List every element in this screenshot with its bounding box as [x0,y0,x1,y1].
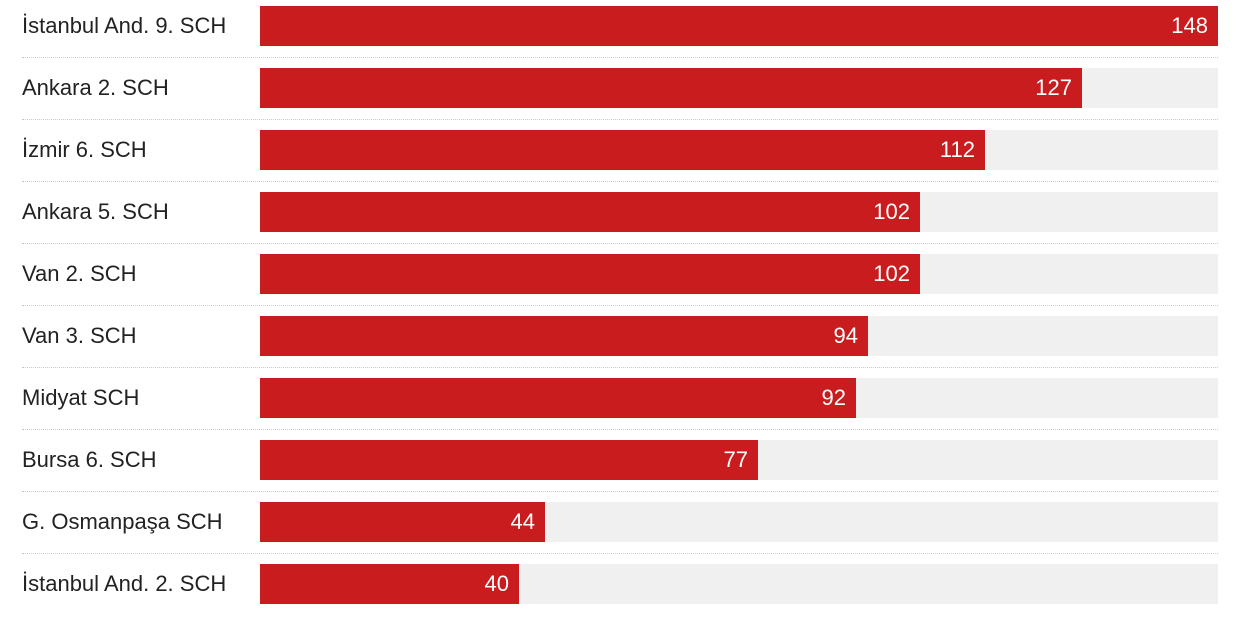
bar-value-label: 102 [873,261,910,286]
bar-track: 112 [260,130,1218,170]
bar-value-label: 148 [1171,13,1208,38]
row-divider [22,553,1218,554]
bar-value-label: 92 [821,385,846,410]
bar-row: Van 2. SCH 102 [0,254,1240,316]
bar-row: Midyat SCH 92 [0,378,1240,440]
category-label: Bursa 6. SCH [22,447,157,472]
category-label: Midyat SCH [22,385,140,410]
bar-value-label: 44 [510,509,535,534]
bar-track: 148 [260,6,1218,46]
bar-track: 127 [260,68,1218,108]
row-divider [22,491,1218,492]
bar-row: Bursa 6. SCH 77 [0,440,1240,502]
bar-track: 94 [260,316,1218,356]
bar-track: 102 [260,254,1218,294]
bar-value-label: 112 [939,137,975,162]
bar-row: İzmir 6. SCH 112 [0,130,1240,192]
bar-track: 92 [260,378,1218,418]
category-label: G. Osmanpaşa SCH [22,509,223,534]
row-divider [22,367,1218,368]
category-label: İstanbul And. 9. SCH [22,13,227,38]
bar-chart: İstanbul And. 9. SCH 148 Ankara 2. SCH 127 İ… [0,6,1240,604]
category-label: Van 3. SCH [22,323,137,348]
bar-row: Ankara 2. SCH 127 [0,68,1240,130]
category-label: Ankara 5. SCH [22,199,169,224]
bar-value-label: 77 [723,447,748,472]
bar-row: Ankara 5. SCH 102 [0,192,1240,254]
bar-row: İstanbul And. 9. SCH 148 [0,6,1240,68]
row-divider [22,243,1218,244]
bar-value-label: 127 [1035,75,1072,100]
bar-value-label: 94 [833,323,858,348]
bar: 77 [260,440,758,480]
bar-track: 77 [260,440,1218,480]
bar-row: Van 3. SCH 94 [0,316,1240,378]
bar: 44 [260,502,545,542]
category-label: İstanbul And. 2. SCH [22,571,227,596]
row-divider [22,429,1218,430]
bar-track: 40 [260,564,1218,604]
bar-row: G. Osmanpaşa SCH 44 [0,502,1240,564]
bar-track: 102 [260,192,1218,232]
row-divider [22,119,1218,120]
category-label: İzmir 6. SCH [22,137,147,162]
row-divider [22,181,1218,182]
bar: 94 [260,316,868,356]
category-label: Van 2. SCH [22,261,137,286]
bar: 127 [260,68,1082,108]
bar-value-label: 102 [873,199,910,224]
bar: 92 [260,378,856,418]
bar: 40 [260,564,519,604]
bar-track: 44 [260,502,1218,542]
bar: 102 [260,192,920,232]
category-label: Ankara 2. SCH [22,75,169,100]
bar: 148 [260,6,1218,46]
row-divider [22,57,1218,58]
bar: 112 [260,130,985,170]
bar-row: İstanbul And. 2. SCH 40 [0,564,1240,626]
bar: 102 [260,254,920,294]
row-divider [22,305,1218,306]
bar-value-label: 40 [484,571,509,596]
